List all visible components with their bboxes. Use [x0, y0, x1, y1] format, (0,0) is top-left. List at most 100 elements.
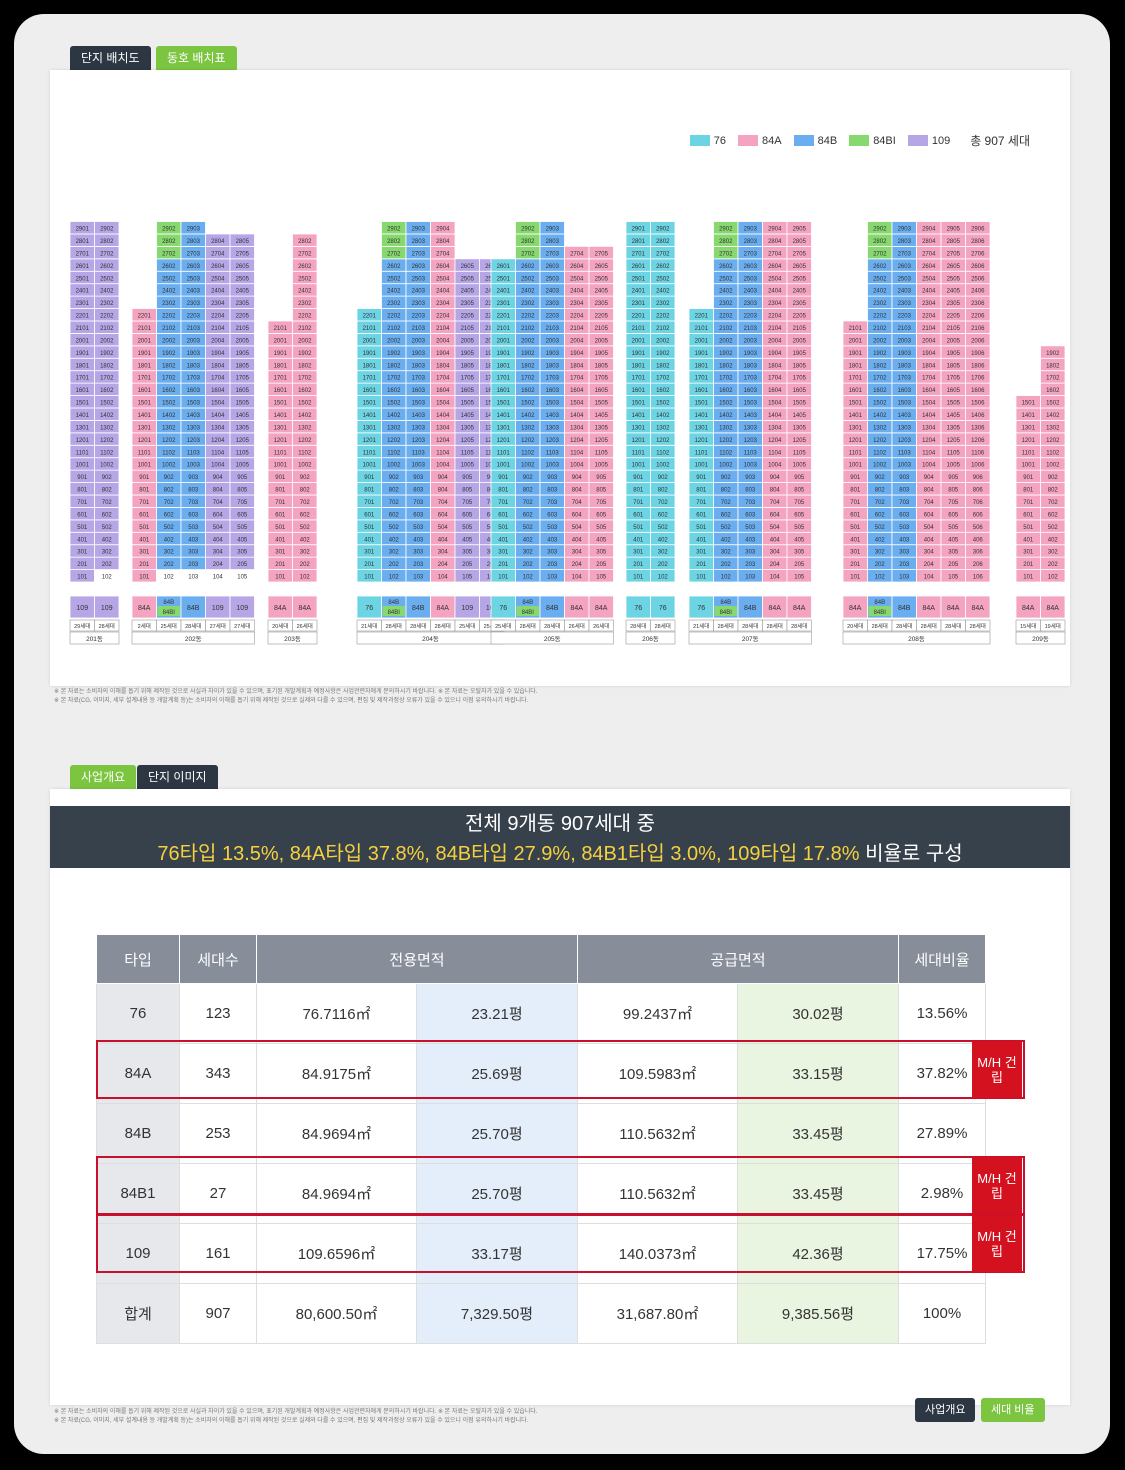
unit-number: 2502 [656, 276, 670, 282]
unit-number: 403 [188, 537, 199, 543]
legend-item-84a: 84A [738, 135, 782, 147]
tab-business-overview[interactable]: 사업개요 [70, 765, 137, 789]
unit-number: 1105 [947, 450, 961, 456]
unit-number: 502 [300, 525, 311, 531]
unit-number: 1703 [744, 376, 758, 382]
unit-number: 2601 [497, 264, 511, 270]
table-cell: 76.7116㎡ [256, 983, 417, 1044]
unit-count: 19세대 [1045, 622, 1061, 630]
type-label: 84B [163, 600, 174, 606]
unit-cell [965, 221, 991, 235]
unit-number: 102 [721, 575, 732, 581]
unit-number: 303 [547, 550, 558, 556]
legend: 76 84A 84B 84BI 109 총 907 세대 [689, 132, 1030, 149]
unit-number: 103 [188, 575, 199, 581]
type-label: 109 [461, 605, 473, 612]
unit-number: 101 [498, 575, 509, 581]
unit-number: 2405 [947, 289, 961, 295]
unit-number: 1303 [546, 425, 560, 431]
unit-number: 501 [850, 525, 861, 531]
unit-number: 1406 [971, 413, 985, 419]
unit-number: 1105 [793, 450, 807, 456]
unit-number: 304 [213, 550, 224, 556]
unit-number: 1101 [497, 450, 511, 456]
unit-number: 1202 [298, 438, 312, 444]
unit-number: 2702 [719, 251, 733, 257]
tab-complex-image[interactable]: 단지 이미지 [137, 765, 218, 789]
unit-number: 2403 [898, 289, 912, 295]
unit-number: 401 [498, 537, 509, 543]
unit-number: 2906 [971, 227, 985, 233]
unit-number: 1604 [211, 388, 225, 394]
unit-number: 1704 [211, 376, 225, 382]
unit-number: 2704 [436, 251, 450, 257]
unit-number: 704 [438, 500, 449, 506]
table-cell: 84.9694㎡ [256, 1103, 417, 1164]
unit-number: 702 [875, 500, 886, 506]
unit-ratio-button[interactable]: 세대 비율 [981, 1398, 1045, 1422]
unit-number: 1302 [100, 425, 114, 431]
unit-number: 2203 [187, 314, 201, 320]
unit-number: 1201 [363, 438, 377, 444]
unit-number: 2403 [187, 289, 201, 295]
unit-number: 701 [498, 500, 509, 506]
unit-number: 1301 [138, 425, 152, 431]
table-cell: 23.21평 [416, 983, 578, 1044]
unit-number: 2402 [100, 289, 114, 295]
unit-number: 1902 [162, 351, 176, 357]
business-overview-button[interactable]: 사업개요 [915, 1398, 976, 1422]
unit-number: 2602 [298, 264, 312, 270]
unit-number: 1503 [546, 401, 560, 407]
unit-number: 201 [498, 562, 509, 568]
tab-site-plan[interactable]: 단지 배치도 [70, 46, 151, 70]
unit-number: 705 [462, 500, 473, 506]
unit-number: 206 [973, 562, 984, 568]
banner-suffix: 비율로 구성 [859, 843, 963, 865]
unit-number: 401 [633, 537, 644, 543]
unit-number: 1505 [461, 401, 475, 407]
unit-number: 301 [77, 550, 88, 556]
unit-number: 2501 [632, 276, 646, 282]
unit-number: 703 [745, 500, 756, 506]
unit-number: 905 [794, 475, 805, 481]
unit-number: 2101 [138, 326, 152, 332]
mh-badge-84a: M/H 건립 [972, 1041, 1022, 1098]
unit-number: 402 [300, 537, 311, 543]
tab-unit-layout[interactable]: 동호 배치표 [156, 46, 237, 70]
unit-number: 2206 [971, 314, 985, 320]
unit-number: 1301 [632, 425, 646, 431]
unit-number: 1904 [436, 351, 450, 357]
unit-count: 28세대 [520, 622, 536, 630]
unit-number: 2604 [922, 264, 936, 270]
unit-number: 1601 [76, 388, 90, 394]
unit-number: 2702 [100, 251, 114, 257]
table-cell: 76 [96, 983, 180, 1044]
unit-number: 2504 [211, 276, 225, 282]
unit-number: 101 [139, 575, 150, 581]
unit-number: 1801 [76, 363, 90, 369]
building-name: 207동 [742, 635, 759, 643]
unit-number: 2605 [595, 264, 609, 270]
unit-number: 1304 [211, 425, 225, 431]
unit-number: 1201 [849, 438, 863, 444]
unit-number: 2005 [461, 338, 475, 344]
unit-number: 603 [413, 512, 424, 518]
unit-number: 1604 [436, 388, 450, 394]
unit-number: 302 [1048, 550, 1059, 556]
unit-count: 15세대 [1020, 622, 1036, 630]
unit-number: 1501 [274, 401, 288, 407]
unit-number: 2803 [187, 239, 201, 245]
unit-number: 2101 [497, 326, 511, 332]
unit-number: 2001 [76, 338, 90, 344]
unit-number: 904 [770, 475, 781, 481]
unit-number: 2701 [76, 251, 90, 257]
unit-number: 102 [300, 575, 311, 581]
table-row: 76 123 76.7116㎡ 23.21평 99.2437㎡ 30.02평 13.56% [96, 983, 986, 1044]
unit-number: 2303 [898, 301, 912, 307]
unit-count: 2세대 [138, 622, 151, 630]
unit-number: 2902 [873, 227, 887, 233]
unit-number: 805 [462, 488, 473, 494]
unit-number: 304 [770, 550, 781, 556]
unit-number: 1901 [632, 351, 646, 357]
unit-number: 402 [102, 537, 113, 543]
